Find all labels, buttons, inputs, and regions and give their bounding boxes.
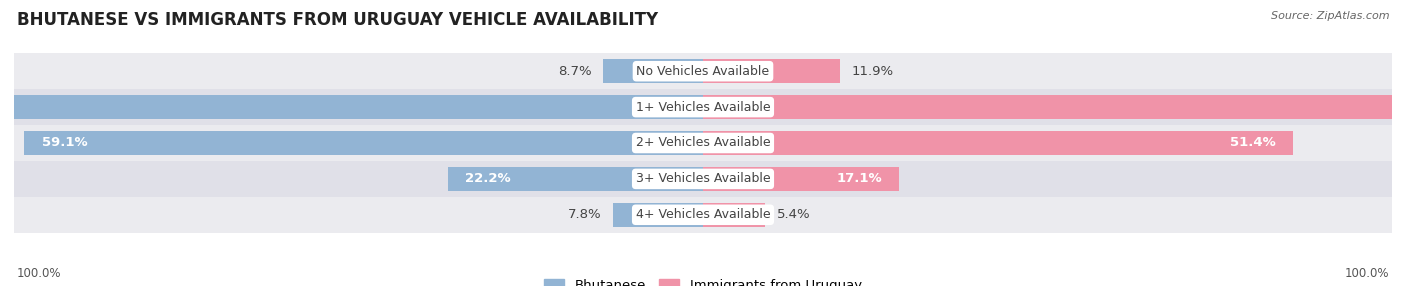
Text: Source: ZipAtlas.com: Source: ZipAtlas.com xyxy=(1271,11,1389,21)
Text: 22.2%: 22.2% xyxy=(465,172,510,185)
Text: 100.0%: 100.0% xyxy=(17,267,62,280)
Bar xyxy=(703,167,900,191)
Bar xyxy=(449,167,703,191)
Bar xyxy=(703,131,1294,155)
Bar xyxy=(0,89,1406,125)
Text: No Vehicles Available: No Vehicles Available xyxy=(637,65,769,78)
Bar xyxy=(0,53,1406,89)
Text: 7.8%: 7.8% xyxy=(568,208,602,221)
Text: 59.1%: 59.1% xyxy=(42,136,87,150)
Text: 100.0%: 100.0% xyxy=(1344,267,1389,280)
Text: 1+ Vehicles Available: 1+ Vehicles Available xyxy=(636,101,770,114)
Bar xyxy=(0,197,1406,233)
Bar xyxy=(703,59,839,84)
Bar xyxy=(24,131,703,155)
Text: 11.9%: 11.9% xyxy=(851,65,893,78)
Text: 4+ Vehicles Available: 4+ Vehicles Available xyxy=(636,208,770,221)
Bar xyxy=(703,202,765,227)
Text: BHUTANESE VS IMMIGRANTS FROM URUGUAY VEHICLE AVAILABILITY: BHUTANESE VS IMMIGRANTS FROM URUGUAY VEH… xyxy=(17,11,658,29)
Text: 3+ Vehicles Available: 3+ Vehicles Available xyxy=(636,172,770,185)
Bar xyxy=(603,59,703,84)
Bar xyxy=(703,95,1406,119)
Bar xyxy=(0,125,1406,161)
Text: 17.1%: 17.1% xyxy=(837,172,882,185)
Text: 8.7%: 8.7% xyxy=(558,65,592,78)
Bar xyxy=(0,95,703,119)
Text: 5.4%: 5.4% xyxy=(776,208,810,221)
Text: 51.4%: 51.4% xyxy=(1230,136,1277,150)
Legend: Bhutanese, Immigrants from Uruguay: Bhutanese, Immigrants from Uruguay xyxy=(538,273,868,286)
Text: 2+ Vehicles Available: 2+ Vehicles Available xyxy=(636,136,770,150)
Bar xyxy=(613,202,703,227)
Bar xyxy=(0,161,1406,197)
